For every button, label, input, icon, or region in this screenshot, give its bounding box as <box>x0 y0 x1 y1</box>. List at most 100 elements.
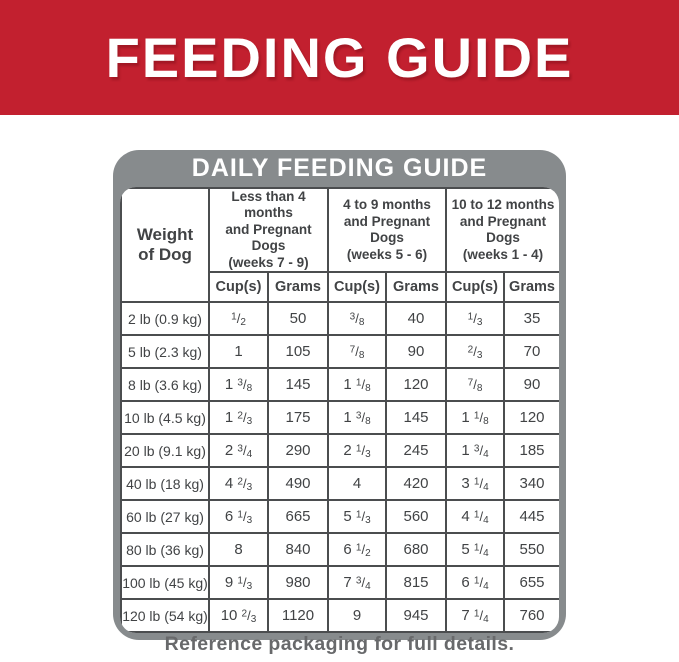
cups-cell: 2 3/4 <box>208 433 269 469</box>
cups-cell: 7/8 <box>327 334 387 370</box>
cups-cell: 3/8 <box>327 301 387 337</box>
panel-title: DAILY FEEDING GUIDE <box>191 154 488 182</box>
cups-cell: 7/8 <box>445 367 506 403</box>
cups-cell: 6 1/3 <box>208 499 269 535</box>
feeding-table: Weight of Dog Less than 4 months and Pregna… <box>120 187 559 634</box>
grams-cell: 980 <box>267 565 329 601</box>
table-row: 2 lb (0.9 kg) 1/2 50 3/8 40 1/3 35 <box>120 301 559 337</box>
weight-of-dog-header: Weight of Dog <box>120 187 210 304</box>
grams-cell: 120 <box>384 367 448 403</box>
weight-cell: 2 lb (0.9 kg) <box>120 301 210 337</box>
page-title: FEEDING GUIDE <box>105 26 574 89</box>
grams-cell: 680 <box>384 532 448 568</box>
footer-note: Reference packaging for full details. <box>164 633 515 655</box>
fraction: 3/4 <box>237 442 253 460</box>
cups-cell: 4 1/4 <box>445 499 506 535</box>
cups-cell: 1 3/8 <box>208 367 269 403</box>
table-row: 20 lb (9.1 kg) 2 3/4 290 2 1/3 245 1 3/4 185 <box>120 433 559 469</box>
fraction: 2/3 <box>241 607 257 625</box>
grams-cell: 560 <box>384 499 448 535</box>
grams-cell: 340 <box>503 466 559 502</box>
grams-cell: 815 <box>384 565 448 601</box>
cups-header: Cup(s) <box>208 271 269 304</box>
cups-cell: 6 1/4 <box>445 565 506 601</box>
grams-cell: 90 <box>384 334 448 370</box>
fraction: 1/4 <box>473 574 489 592</box>
cups-cell: 10 2/3 <box>208 598 269 634</box>
table-row: 5 lb (2.3 kg) 1 105 7/8 90 2/3 70 <box>120 334 559 370</box>
grams-cell: 90 <box>503 367 559 403</box>
fraction: 7/8 <box>467 376 483 394</box>
cups-cell: 1/2 <box>208 301 269 337</box>
table-row: 40 lb (18 kg) 4 2/3 490 4 420 3 1/4 340 <box>120 466 559 502</box>
fraction: 1/3 <box>355 508 371 526</box>
grams-cell: 760 <box>503 598 559 634</box>
fraction: 3/8 <box>237 376 253 394</box>
grams-cell: 840 <box>267 532 329 568</box>
cups-cell: 9 <box>327 598 387 634</box>
weight-cell: 120 lb (54 kg) <box>120 598 210 634</box>
weight-cell: 10 lb (4.5 kg) <box>120 400 210 436</box>
grams-cell: 420 <box>384 466 448 502</box>
fraction: 3/4 <box>355 574 371 592</box>
cups-cell: 2/3 <box>445 334 506 370</box>
cups-cell: 7 1/4 <box>445 598 506 634</box>
grams-cell: 50 <box>267 301 329 337</box>
grams-cell: 145 <box>384 400 448 436</box>
grams-cell: 665 <box>267 499 329 535</box>
fraction: 3/8 <box>349 310 365 328</box>
fraction: 7/8 <box>349 343 365 361</box>
cups-cell: 5 1/4 <box>445 532 506 568</box>
cups-cell: 1 3/4 <box>445 433 506 469</box>
cups-header: Cup(s) <box>327 271 387 304</box>
weight-cell: 80 lb (36 kg) <box>120 532 210 568</box>
fraction: 1/3 <box>237 574 253 592</box>
cups-header: Cup(s) <box>445 271 506 304</box>
cups-cell: 5 1/3 <box>327 499 387 535</box>
fraction: 1/8 <box>355 376 371 394</box>
grams-cell: 35 <box>503 301 559 337</box>
fraction: 1/4 <box>473 508 489 526</box>
fraction: 1/8 <box>473 409 489 427</box>
feeding-guide-banner: FEEDING GUIDE <box>0 0 679 115</box>
grams-cell: 185 <box>503 433 559 469</box>
cups-cell: 1 1/8 <box>445 400 506 436</box>
grams-cell: 40 <box>384 301 448 337</box>
fraction: 1/2 <box>355 541 371 559</box>
grams-cell: 120 <box>503 400 559 436</box>
grams-cell: 655 <box>503 565 559 601</box>
age-group-header-1: Less than 4 months and Pregnant Dogs (week… <box>208 187 329 274</box>
panel-header: DAILY FEEDING GUIDE <box>113 150 566 187</box>
weight-cell: 8 lb (3.6 kg) <box>120 367 210 403</box>
grams-cell: 175 <box>267 400 329 436</box>
age-group-header-3: 10 to 12 months and Pregnant Dogs (weeks 1… <box>445 187 559 274</box>
cups-cell: 4 2/3 <box>208 466 269 502</box>
table-row: 120 lb (54 kg) 10 2/3 1120 9 945 7 1/4 760 <box>120 598 559 634</box>
daily-feeding-guide-panel: DAILY FEEDING GUIDE Weight of Dog Less tha… <box>113 150 566 641</box>
grams-cell: 550 <box>503 532 559 568</box>
table-row: 10 lb (4.5 kg) 1 2/3 175 1 3/8 145 1 1/8 120 <box>120 400 559 436</box>
weight-cell: 100 lb (45 kg) <box>120 565 210 601</box>
fraction: 2/3 <box>237 475 253 493</box>
fraction: 3/8 <box>355 409 371 427</box>
cups-cell: 1 1/8 <box>327 367 387 403</box>
fraction: 2/3 <box>467 343 483 361</box>
cups-cell: 6 1/2 <box>327 532 387 568</box>
table-row: 80 lb (36 kg) 8 840 6 1/2 680 5 1/4 550 <box>120 532 559 568</box>
grams-header: Grams <box>267 271 329 304</box>
age-group-header-2: 4 to 9 months and Pregnant Dogs (weeks 5 -… <box>326 187 448 274</box>
fraction: 1/2 <box>231 310 246 328</box>
grams-cell: 1120 <box>267 598 329 634</box>
fraction: 1/4 <box>473 541 489 559</box>
cups-cell: 9 1/3 <box>208 565 269 601</box>
fraction: 1/3 <box>355 442 371 460</box>
cups-cell: 1 <box>208 334 269 370</box>
weight-cell: 60 lb (27 kg) <box>120 499 210 535</box>
fraction: 3/4 <box>473 442 489 460</box>
cups-cell: 1/3 <box>445 301 506 337</box>
grams-header: Grams <box>384 271 448 304</box>
cups-cell: 1 2/3 <box>208 400 269 436</box>
grams-cell: 145 <box>267 367 329 403</box>
weight-cell: 20 lb (9.1 kg) <box>120 433 210 469</box>
fraction: 1/3 <box>237 508 253 526</box>
